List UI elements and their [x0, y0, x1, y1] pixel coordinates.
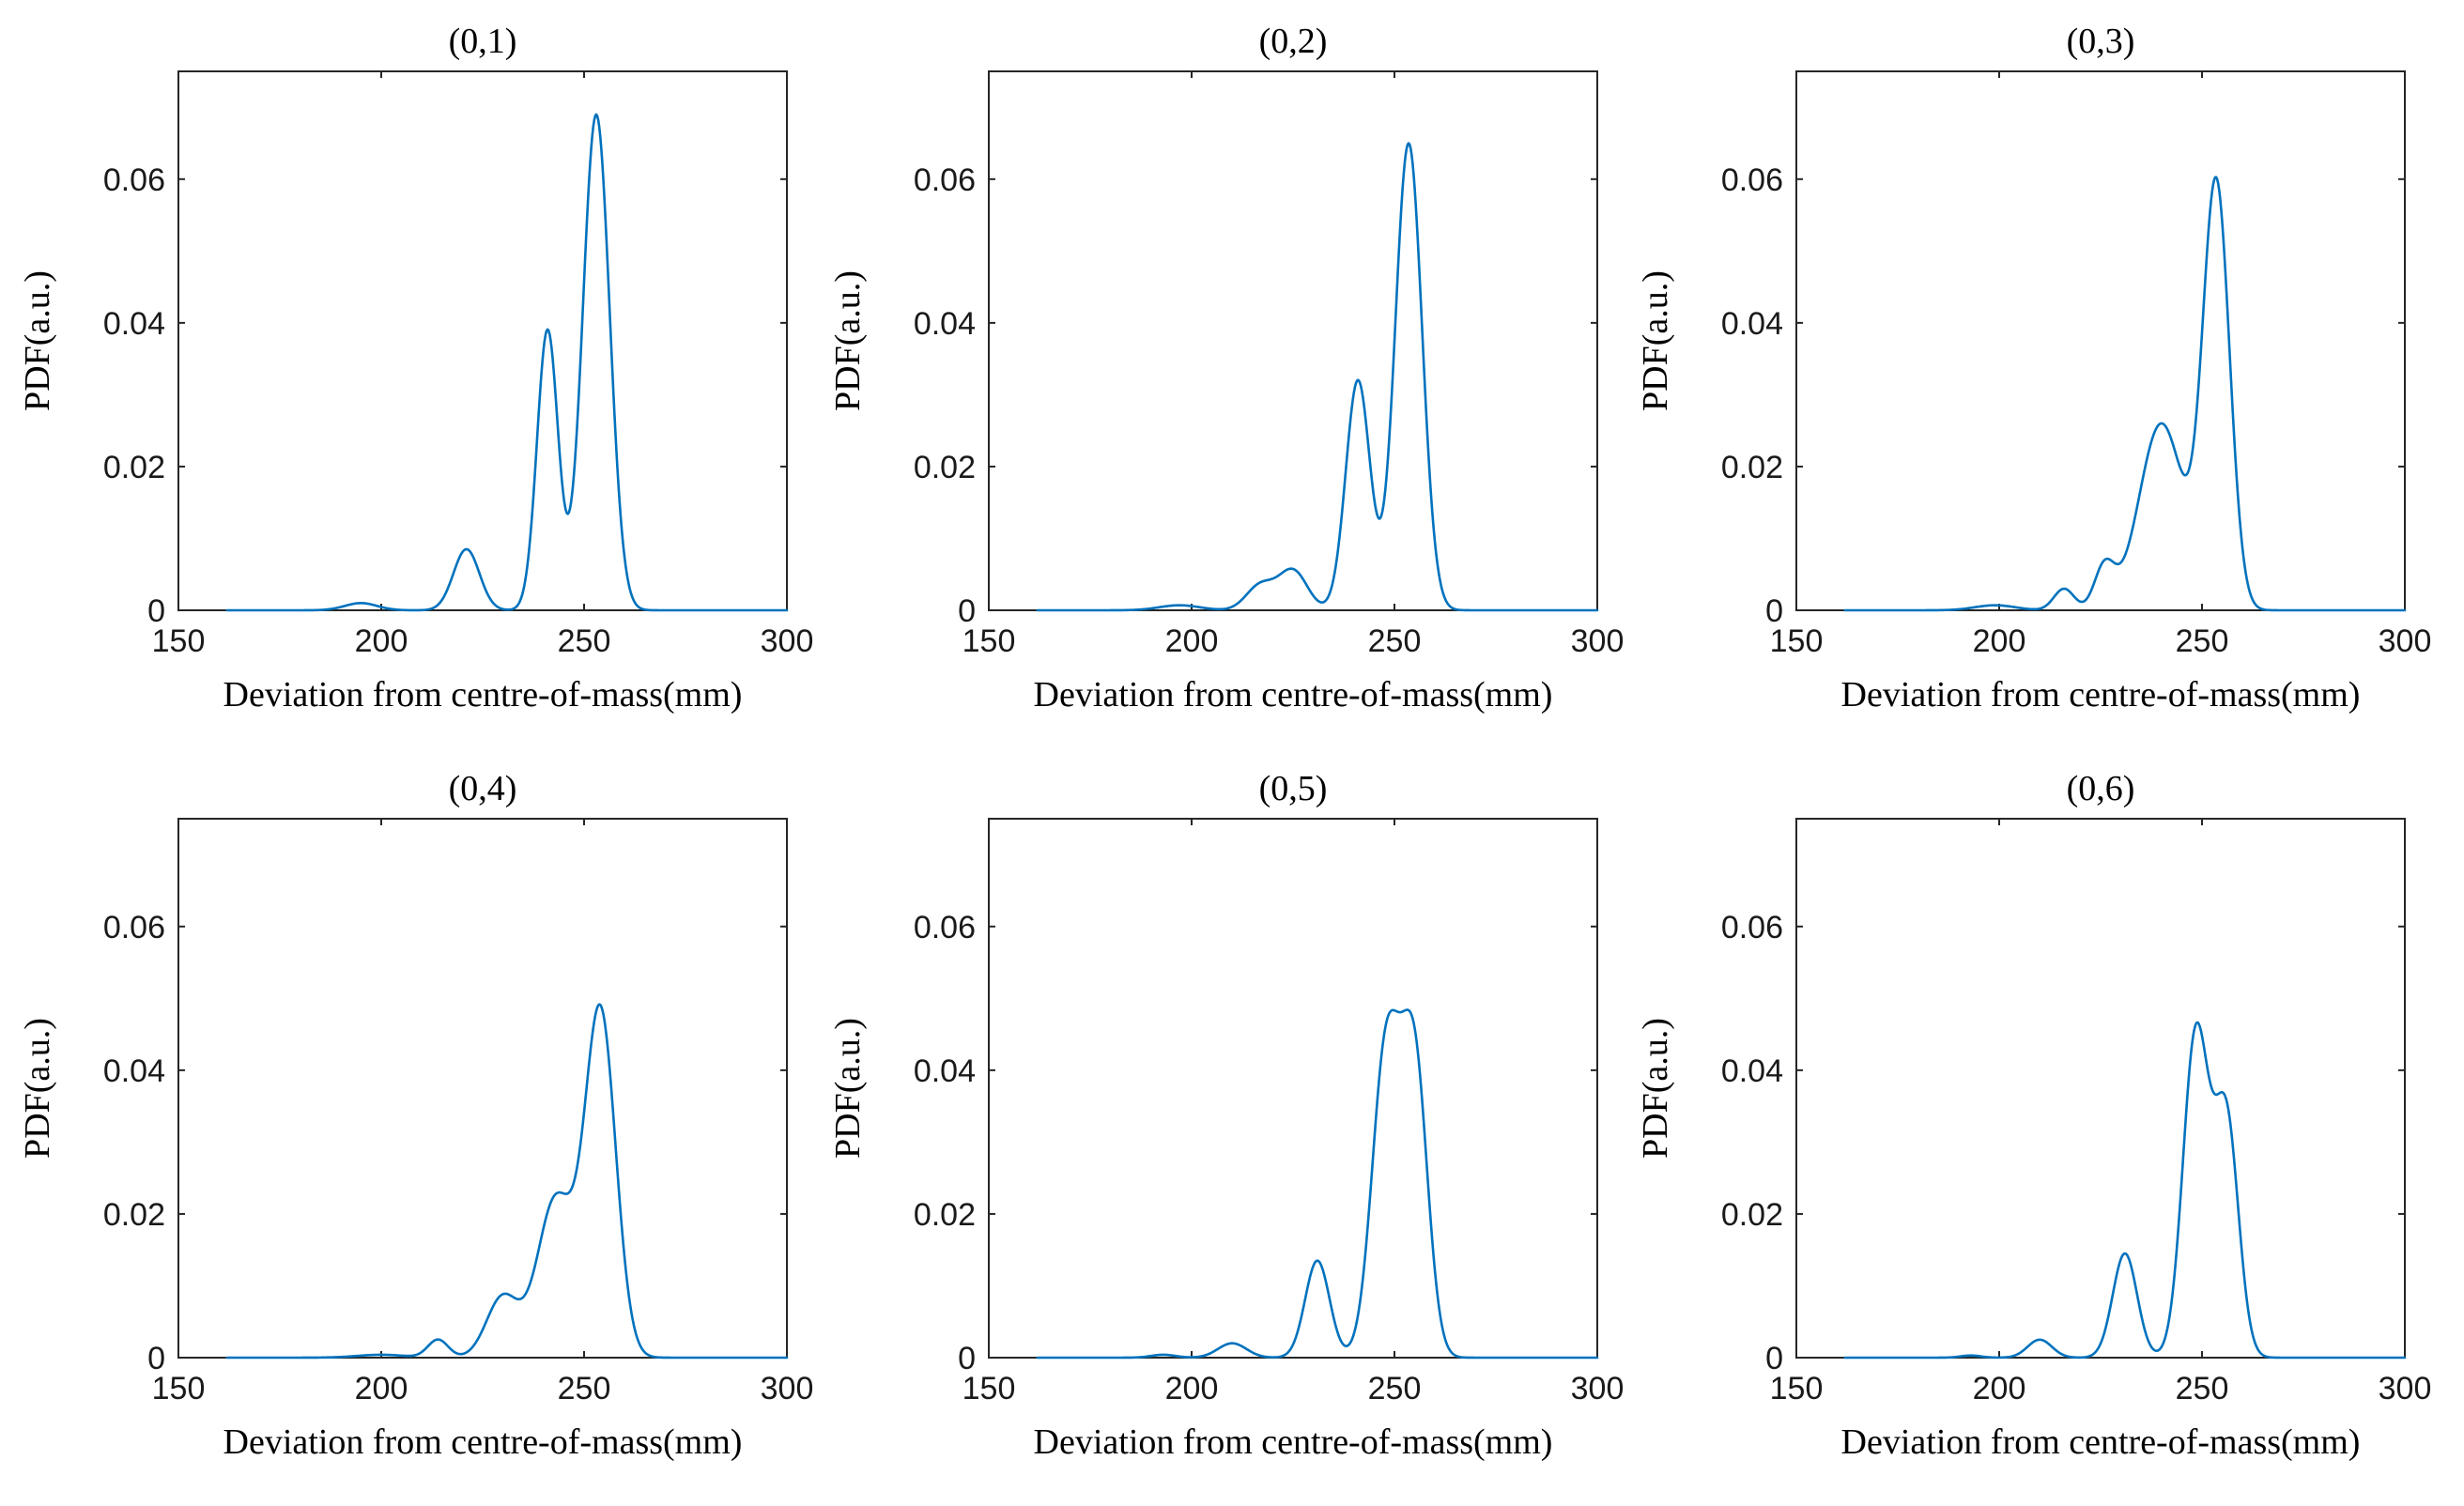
- y-tick-label: 0.02: [103, 450, 165, 485]
- subplot-4: (0,4) 150 200 250 300 0 0.02 0.04 0.06 Deviation …: [18, 769, 813, 1462]
- subplot-2: (0,2) 150 200 250 300 0 0.02 0.04 0.06 Deviation …: [828, 22, 1624, 715]
- x-tick-label: 250: [1368, 1371, 1422, 1406]
- pdf-series-line: [225, 1003, 789, 1360]
- y-tick-label: 0.04: [103, 1053, 165, 1089]
- x-tick-label: 300: [1571, 623, 1625, 659]
- x-tick-label: 200: [1165, 623, 1219, 659]
- x-axis-label: Deviation from centre-of-mass(mm): [1841, 675, 2361, 715]
- subplot-title: (0,5): [1259, 769, 1328, 808]
- y-tick-label: 0.06: [1721, 910, 1783, 945]
- y-axis-label: PDF(a.u.): [1636, 1018, 1675, 1159]
- pdf-series-line: [1036, 1008, 1599, 1360]
- subplot-title: (0,4): [449, 769, 517, 808]
- x-tick-label: 150: [962, 623, 1016, 659]
- axes-frame: [988, 818, 1598, 1359]
- subplot-1: (0,1) 150 200 250 300 0 0.02 0.04 0.06 Deviation …: [18, 22, 813, 715]
- axes-frame: [1795, 70, 2406, 611]
- y-tick-label: 0.04: [914, 1053, 976, 1089]
- x-tick-label: 150: [1770, 623, 1824, 659]
- y-tick-label: 0.04: [103, 306, 165, 342]
- y-tick-label: 0: [958, 1341, 976, 1376]
- y-tick-label: 0.04: [1721, 306, 1783, 342]
- y-tick-label: 0: [147, 593, 165, 629]
- y-axis-label: PDF(a.u.): [18, 1018, 57, 1159]
- y-tick-label: 0.04: [1721, 1053, 1783, 1089]
- x-tick-label: 200: [1973, 623, 2026, 659]
- x-tick-label: 200: [355, 1371, 408, 1406]
- y-tick-label: 0: [1765, 1341, 1783, 1376]
- y-tick-label: 0.02: [914, 1197, 976, 1233]
- x-tick-label: 200: [1165, 1371, 1219, 1406]
- x-axis-label: Deviation from centre-of-mass(mm): [1034, 675, 1553, 715]
- y-axis-label: PDF(a.u.): [1636, 270, 1675, 411]
- subplot-5: (0,5) 150 200 250 300 0 0.02 0.04 0.06 Deviation …: [828, 769, 1624, 1462]
- x-tick-label: 250: [558, 1371, 611, 1406]
- x-tick-label: 250: [2176, 623, 2229, 659]
- x-tick-label: 150: [962, 1371, 1016, 1406]
- y-tick-label: 0.02: [103, 1197, 165, 1233]
- axes-frame: [1795, 818, 2406, 1359]
- y-tick-label: 0.06: [103, 910, 165, 945]
- y-tick-label: 0.06: [914, 910, 976, 945]
- y-axis-label: PDF(a.u.): [828, 270, 868, 411]
- y-tick-label: 0.06: [1721, 162, 1783, 198]
- subplot-title: (0,2): [1259, 22, 1328, 61]
- x-axis-label: Deviation from centre-of-mass(mm): [1034, 1422, 1553, 1462]
- y-tick-label: 0: [1765, 593, 1783, 629]
- x-tick-label: 150: [152, 623, 206, 659]
- pdf-series-line: [225, 113, 789, 612]
- subplot-title: (0,1): [449, 22, 517, 61]
- axes-frame: [177, 818, 788, 1359]
- y-axis-label: PDF(a.u.): [18, 270, 57, 411]
- x-tick-label: 300: [2379, 623, 2432, 659]
- x-tick-label: 250: [2176, 1371, 2229, 1406]
- pdf-series-line: [1036, 142, 1599, 612]
- x-tick-label: 250: [1368, 623, 1422, 659]
- y-tick-label: 0.02: [914, 450, 976, 485]
- y-tick-label: 0.02: [1721, 450, 1783, 485]
- x-tick-label: 150: [1770, 1371, 1824, 1406]
- axes-frame: [177, 70, 788, 611]
- x-tick-label: 200: [355, 623, 408, 659]
- y-tick-label: 0: [147, 1341, 165, 1376]
- axes-frame: [988, 70, 1598, 611]
- pdf-series-line: [1843, 1021, 2407, 1360]
- x-tick-label: 150: [152, 1371, 206, 1406]
- x-axis-label: Deviation from centre-of-mass(mm): [223, 675, 743, 715]
- y-tick-label: 0.06: [914, 162, 976, 198]
- x-axis-label: Deviation from centre-of-mass(mm): [223, 1422, 743, 1462]
- y-tick-label: 0: [958, 593, 976, 629]
- x-tick-label: 300: [761, 623, 814, 659]
- x-tick-label: 300: [1571, 1371, 1625, 1406]
- y-tick-label: 0.06: [103, 162, 165, 198]
- pdf-series-line: [1843, 176, 2407, 612]
- subplot-title: (0,3): [2067, 22, 2135, 61]
- subplot-6: (0,6) 150 200 250 300 0 0.02 0.04 0.06 Deviation …: [1636, 769, 2431, 1462]
- x-tick-label: 200: [1973, 1371, 2026, 1406]
- y-tick-label: 0.04: [914, 306, 976, 342]
- x-tick-label: 250: [558, 623, 611, 659]
- y-axis-label: PDF(a.u.): [828, 1018, 868, 1159]
- x-tick-label: 300: [2379, 1371, 2432, 1406]
- subplot-title: (0,6): [2067, 769, 2135, 808]
- subplot-3: (0,3) 150 200 250 300 0 0.02 0.04 0.06 Deviation …: [1636, 22, 2431, 715]
- x-tick-label: 300: [761, 1371, 814, 1406]
- x-axis-label: Deviation from centre-of-mass(mm): [1841, 1422, 2361, 1462]
- y-tick-label: 0.02: [1721, 1197, 1783, 1233]
